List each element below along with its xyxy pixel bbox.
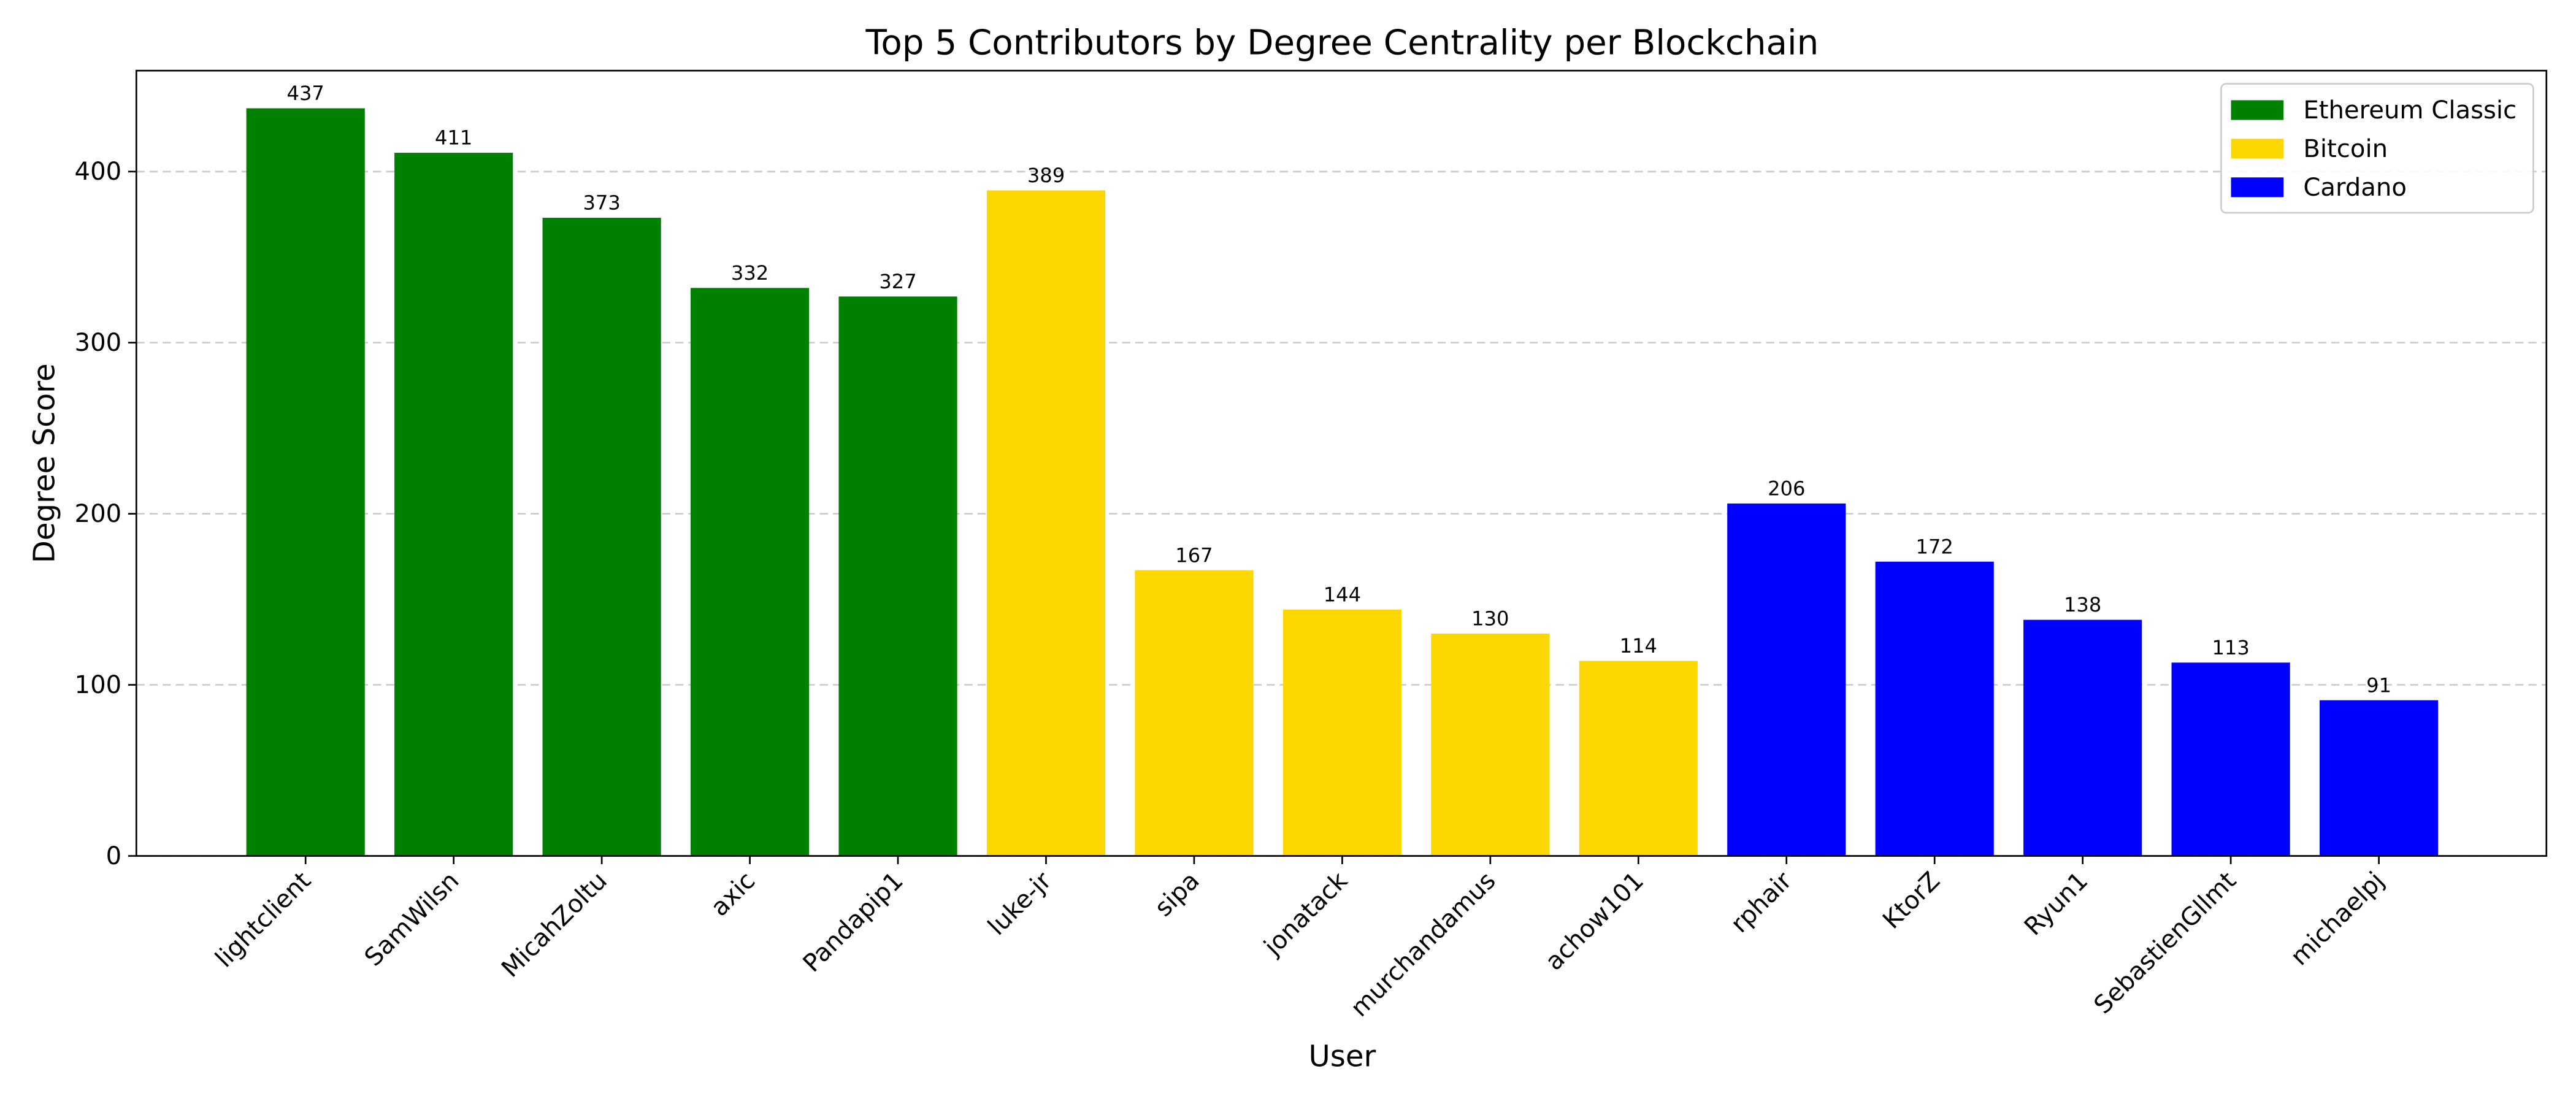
- bar: [1875, 561, 1994, 856]
- y-tick-label: 300: [75, 329, 122, 357]
- bar: [542, 218, 661, 856]
- y-tick-label: 400: [75, 158, 122, 186]
- x-tick-label: KtorZ: [1877, 867, 1945, 935]
- bar: [2171, 662, 2290, 856]
- value-label: 373: [583, 191, 620, 215]
- x-tick-label: MicahZoltu: [496, 867, 613, 983]
- value-label: 411: [435, 126, 472, 150]
- x-tick-label: murchandamus: [1346, 867, 1501, 1022]
- legend-swatch: [2231, 139, 2284, 159]
- bar: [690, 288, 810, 856]
- plot-frame: [135, 69, 2548, 857]
- bar: [246, 108, 365, 856]
- bar: [2023, 619, 2142, 856]
- value-label: 167: [1175, 543, 1213, 567]
- bar: [1135, 570, 1254, 856]
- x-tick-label: jonatack: [1259, 866, 1354, 961]
- value-label: 437: [287, 82, 324, 105]
- x-tick-label: Pandapip1: [798, 867, 909, 978]
- bar: [838, 296, 957, 856]
- x-tick-label: rphair: [1725, 867, 1798, 939]
- x-tick-label: SebastienGllmt: [2089, 867, 2242, 1019]
- y-axis-label: Degree Score: [27, 363, 61, 563]
- legend-swatch: [2231, 177, 2284, 197]
- y-tick-label: 200: [75, 500, 122, 528]
- x-tick-label: achow101: [1540, 867, 1649, 976]
- legend-swatch: [2231, 100, 2284, 120]
- y-tick-label: 100: [75, 671, 122, 699]
- x-tick-label: SamWilsn: [359, 867, 465, 972]
- value-label: 91: [2366, 673, 2391, 697]
- bar: [394, 153, 513, 856]
- x-tick-label: Ryun1: [2019, 867, 2094, 941]
- x-tick-label: luke-jr: [983, 867, 1057, 941]
- value-label: 138: [2064, 593, 2101, 616]
- value-label: 114: [1620, 634, 1657, 657]
- value-label: 332: [731, 261, 769, 285]
- bar: [1282, 609, 1401, 856]
- x-axis-label: User: [1308, 1039, 1376, 1073]
- x-tick-label: sipa: [1149, 867, 1205, 922]
- x-tick-label: michaelpj: [2285, 867, 2390, 971]
- value-label: 144: [1324, 583, 1361, 606]
- bar: [1431, 633, 1550, 856]
- value-label: 206: [1768, 477, 1805, 500]
- legend-label: Bitcoin: [2303, 135, 2388, 163]
- bar: [1579, 661, 1698, 856]
- value-label: 172: [1916, 535, 1953, 558]
- value-label: 327: [879, 270, 916, 293]
- bar: [2319, 700, 2439, 856]
- value-label: 389: [1027, 164, 1065, 187]
- bar: [986, 190, 1106, 856]
- chart-title: Top 5 Contributors by Degree Centrality …: [865, 23, 1819, 63]
- legend-label: Ethereum Classic: [2303, 96, 2517, 125]
- legend-label: Cardano: [2303, 174, 2407, 202]
- x-tick-label: lightclient: [210, 867, 316, 973]
- value-label: 113: [2212, 636, 2249, 659]
- legend: Ethereum Classic Bitcoin Cardano: [2220, 83, 2534, 214]
- bar: [1727, 503, 1846, 856]
- value-label: 130: [1471, 607, 1509, 631]
- y-tick-label: 0: [106, 842, 122, 870]
- x-tick-label: axic: [705, 867, 761, 922]
- legend-box: [2220, 83, 2534, 214]
